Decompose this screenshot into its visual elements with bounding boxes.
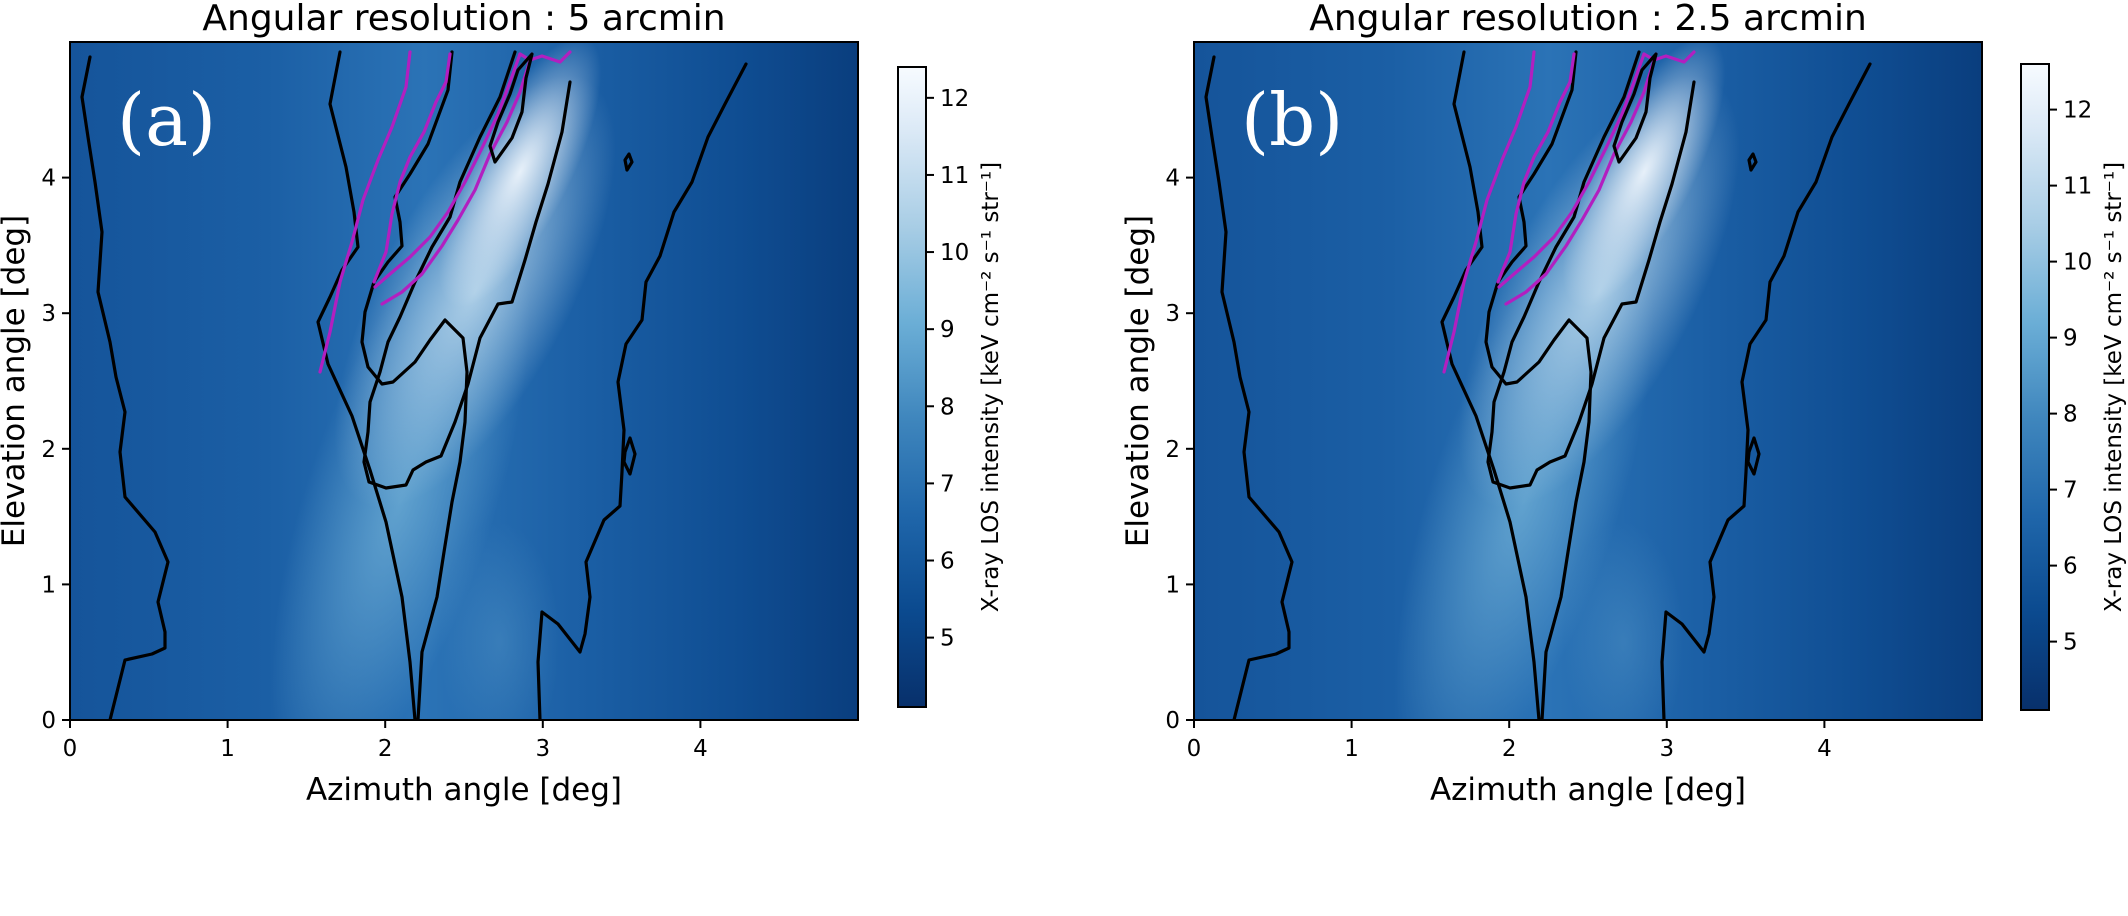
colorbar-tick-label: 6 bbox=[2063, 554, 2078, 580]
x-tick-label: 4 bbox=[693, 736, 708, 762]
heatmap-plot-area bbox=[1193, 41, 1983, 721]
x-tick-label: 3 bbox=[535, 736, 550, 762]
colorbar-tick-label: 10 bbox=[2063, 250, 2092, 276]
x-axis-label: Azimuth angle [deg] bbox=[306, 772, 622, 808]
y-tick-label: 4 bbox=[1165, 166, 1180, 192]
colorbar-tick-label: 7 bbox=[2063, 478, 2078, 504]
x-tick-label: 0 bbox=[1187, 736, 1202, 762]
colorbar-tick-label: 5 bbox=[940, 626, 955, 652]
y-tick-label: 0 bbox=[41, 708, 56, 734]
colorbar-tick-label: 5 bbox=[2063, 630, 2078, 656]
colorbar-gradient bbox=[2020, 63, 2050, 711]
heatmap-plot-area bbox=[69, 41, 859, 721]
panel-label: (b) bbox=[1241, 78, 1343, 162]
colorbar-tick-label: 12 bbox=[940, 86, 969, 112]
colorbar-tick-label: 8 bbox=[2063, 402, 2078, 428]
x-axis-label: Azimuth angle [deg] bbox=[1430, 772, 1746, 808]
y-axis-label: Elevation angle [deg] bbox=[0, 215, 32, 547]
chart-title: Angular resolution : 2.5 arcmin bbox=[1309, 0, 1867, 39]
x-tick-label: 1 bbox=[1344, 736, 1359, 762]
colorbar: 5 6 7 8 9 10 11 12 X-ray LOS intensity [keV cm⁻²… bbox=[2020, 63, 2127, 711]
colorbar-tick-label: 8 bbox=[940, 394, 955, 420]
chart-title: Angular resolution : 5 arcmin bbox=[202, 0, 725, 39]
y-tick-label: 4 bbox=[41, 166, 56, 192]
colorbar-tick-label: 6 bbox=[940, 548, 955, 574]
panel-label: (a) bbox=[117, 78, 216, 162]
colorbar-tick-label: 11 bbox=[2063, 174, 2092, 200]
axes-frame bbox=[1193, 41, 1983, 721]
colorbar-tick-label: 11 bbox=[940, 163, 969, 189]
x-tick-label: 4 bbox=[1817, 736, 1832, 762]
axes-frame bbox=[69, 41, 859, 721]
y-tick-label: 3 bbox=[41, 301, 56, 327]
y-axis-label: Elevation angle [deg] bbox=[1120, 215, 1156, 547]
colorbar-tick-label: 9 bbox=[940, 317, 955, 343]
colorbar: 5 6 7 8 9 10 11 12 X-ray LOS intensity [keV cm⁻²… bbox=[897, 66, 1004, 708]
colorbar-tick-label: 9 bbox=[2063, 326, 2078, 352]
y-tick-label: 1 bbox=[41, 572, 56, 598]
y-tick-label: 1 bbox=[1165, 572, 1180, 598]
colorbar-gradient bbox=[897, 66, 927, 708]
y-tick-label: 2 bbox=[1165, 437, 1180, 463]
y-tick-label: 3 bbox=[1165, 301, 1180, 327]
y-tick-label: 2 bbox=[41, 437, 56, 463]
x-tick-label: 2 bbox=[378, 736, 393, 762]
colorbar-label: X-ray LOS intensity [keV cm⁻² s⁻¹ str⁻¹] bbox=[978, 162, 1004, 612]
x-tick-label: 2 bbox=[1502, 736, 1517, 762]
colorbar-tick-label: 10 bbox=[940, 240, 969, 266]
y-tick-label: 0 bbox=[1165, 708, 1180, 734]
colorbar-tick-label: 7 bbox=[940, 471, 955, 497]
colorbar-tick-label: 12 bbox=[2063, 98, 2092, 124]
x-tick-label: 3 bbox=[1659, 736, 1674, 762]
x-tick-label: 0 bbox=[63, 736, 78, 762]
x-tick-label: 1 bbox=[220, 736, 235, 762]
colorbar-label: X-ray LOS intensity [keV cm⁻² s⁻¹ str⁻¹] bbox=[2101, 162, 2127, 612]
